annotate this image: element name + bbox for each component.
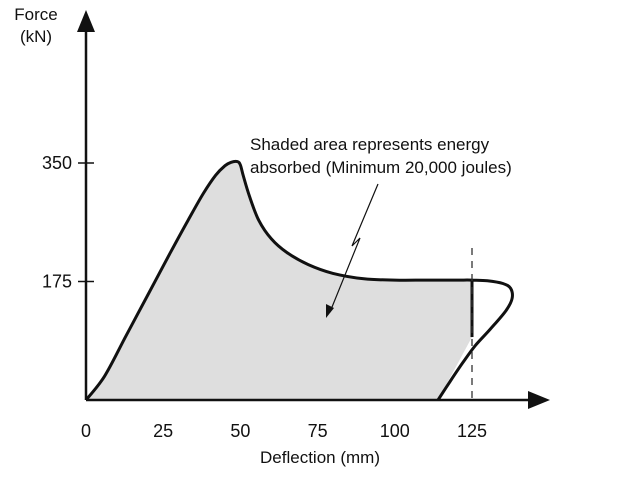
- y-tick-label: 350: [42, 153, 72, 173]
- y-axis-arrowhead: [77, 10, 95, 32]
- x-tick-label: 25: [153, 421, 173, 441]
- annotation-leader-arrowhead: [326, 304, 334, 318]
- y-axis-label-line2: (kN): [20, 27, 52, 46]
- force-deflection-curve: [84, 159, 514, 401]
- y-axis-label-line1: Force: [14, 5, 57, 24]
- x-tick-label: 100: [380, 421, 410, 441]
- x-tick-label: 75: [308, 421, 328, 441]
- annotation-line1: Shaded area represents energy: [250, 135, 490, 154]
- x-axis-label: Deflection (mm): [260, 448, 380, 467]
- x-tick-label: 50: [230, 421, 250, 441]
- energy-absorbed-area: [86, 161, 472, 400]
- annotation-line2: absorbed (Minimum 20,000 joules): [250, 158, 512, 177]
- annotation-leader-line: [329, 183, 379, 313]
- y-tick-label: 175: [42, 272, 72, 292]
- x-tick-label: 125: [457, 421, 487, 441]
- x-tick-label: 0: [81, 421, 91, 441]
- x-axis-arrowhead: [528, 391, 550, 409]
